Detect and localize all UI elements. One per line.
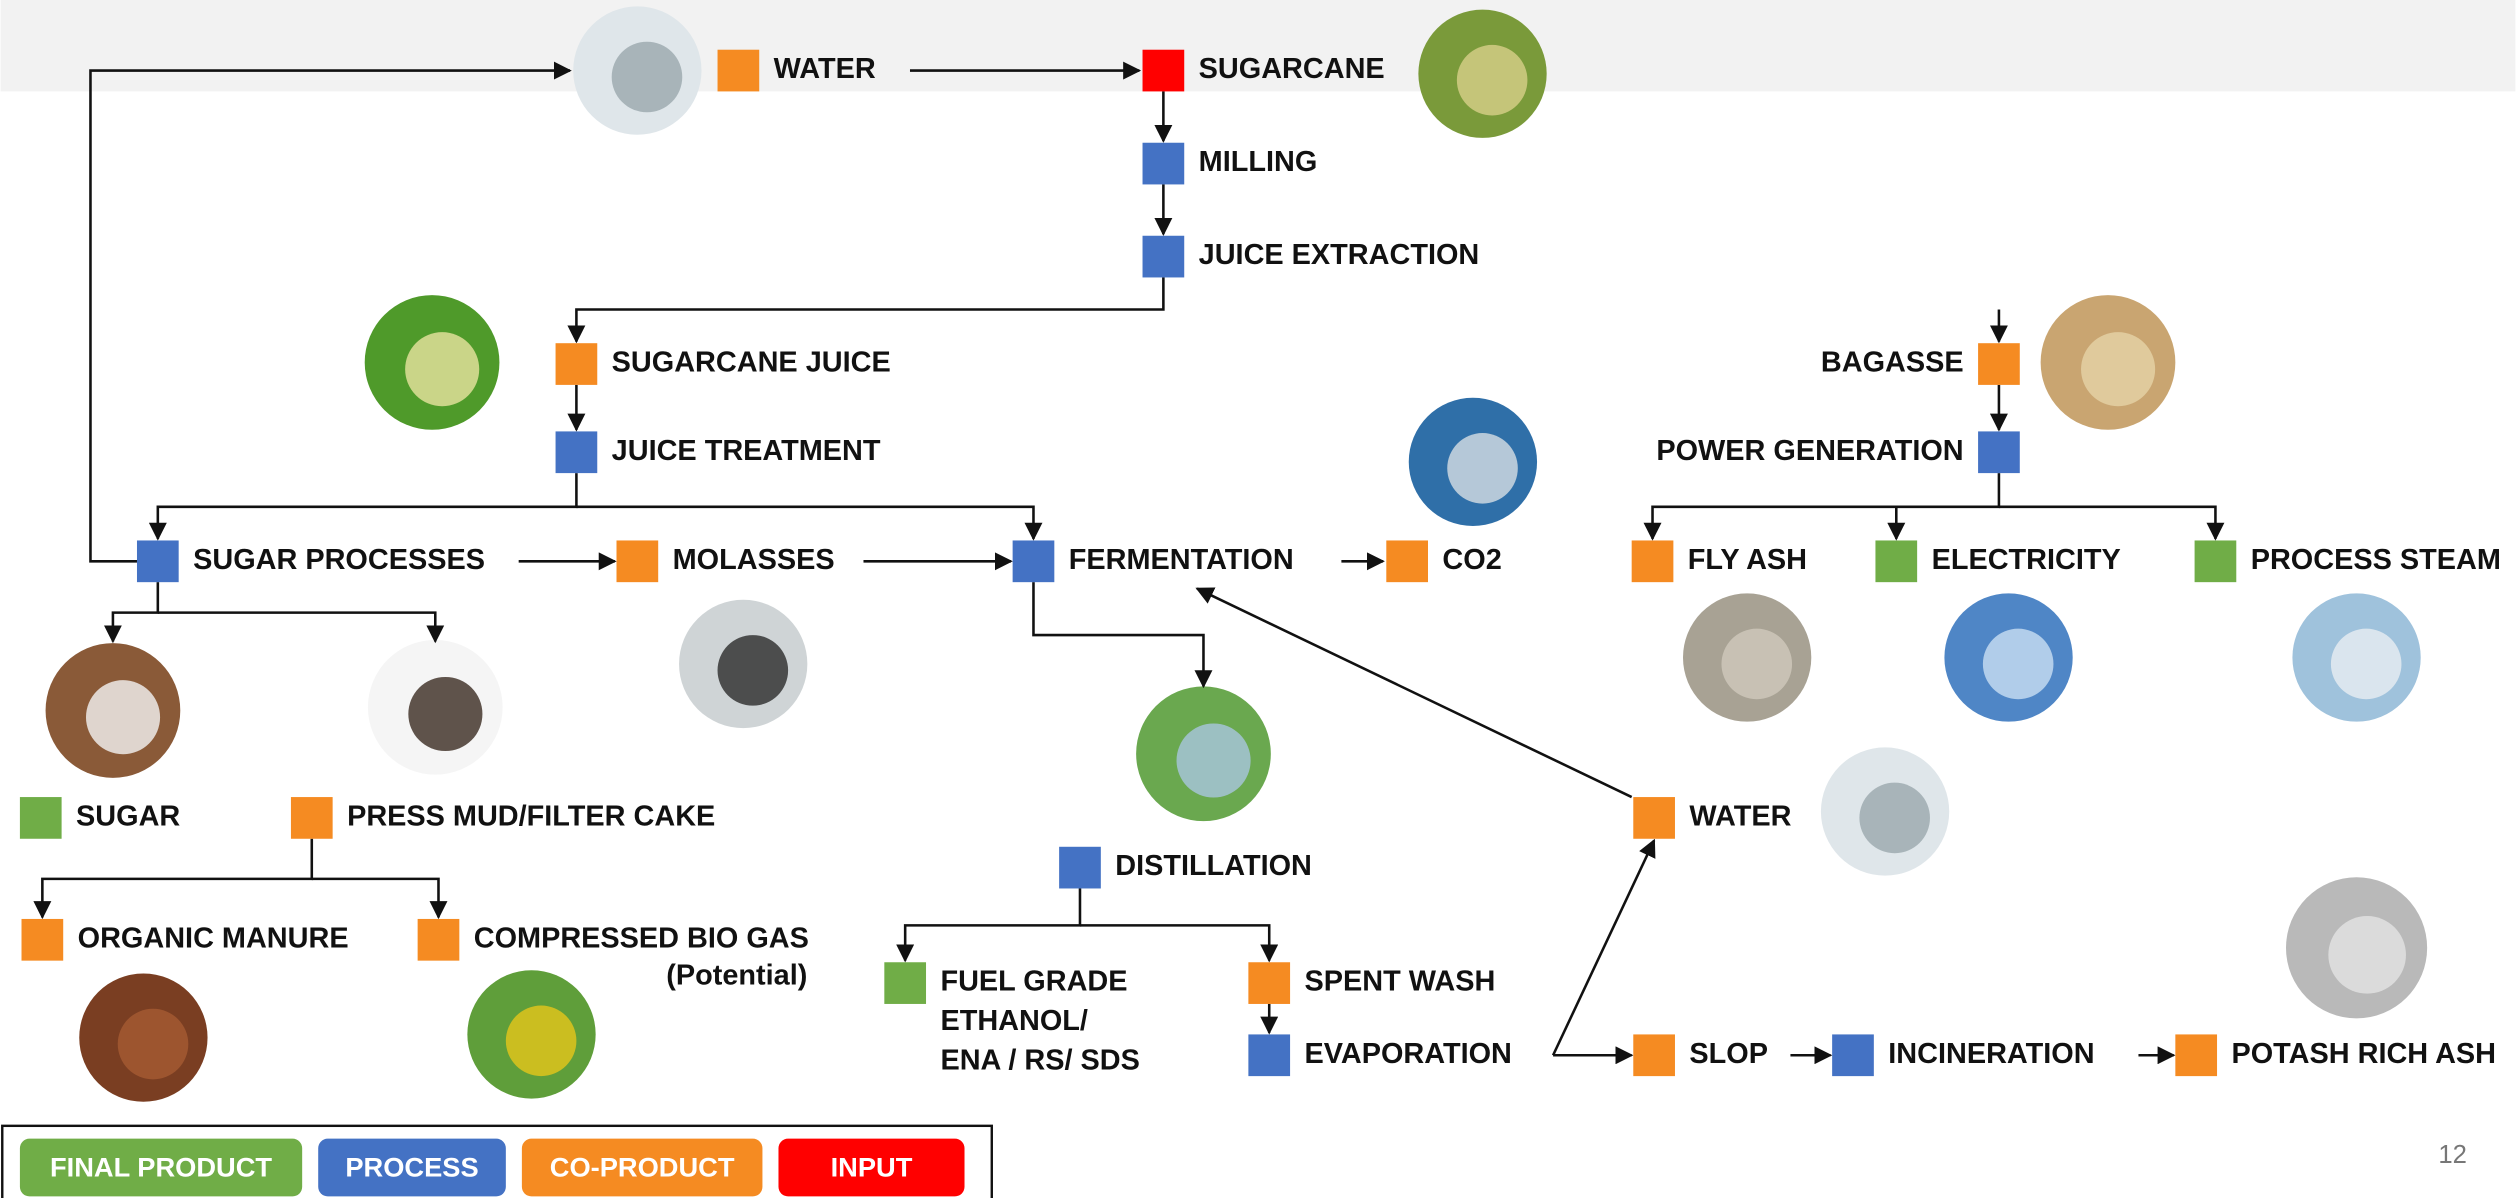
node-square xyxy=(718,50,760,92)
photo-detail xyxy=(118,1009,189,1080)
node-square xyxy=(1013,540,1055,582)
arrow xyxy=(1553,840,1654,1055)
photo-detail xyxy=(405,332,479,406)
arrow xyxy=(1080,925,1269,960)
photo-detail xyxy=(506,1006,577,1077)
node-label: EVAPORATION xyxy=(1305,1038,1512,1070)
photo-detail xyxy=(408,677,482,751)
node-label: FERMENTATION xyxy=(1069,544,1294,576)
node-label: PRESS MUD/FILTER CAKE xyxy=(347,801,715,833)
diagram: WATER SUGARCANE MILLING JUICE EXTRACTION SUG… xyxy=(0,0,2516,1198)
node-label: PROCESS STEAM xyxy=(2251,544,2501,576)
page: {"nodes": [ {"label": "WATER"}, {"label"… xyxy=(0,0,2516,1198)
node-label: POWER GENERATION xyxy=(1656,435,1963,467)
node-square xyxy=(2195,540,2237,582)
arrow xyxy=(1653,473,1999,539)
photo-detail xyxy=(1983,629,2054,700)
node-square xyxy=(617,540,659,582)
node-label: COMPRESSED BIO GAS xyxy=(474,922,809,954)
node-square xyxy=(1875,540,1917,582)
photo-detail xyxy=(2328,916,2406,994)
node-square xyxy=(556,431,598,473)
node-square xyxy=(418,919,460,961)
legend-label: PROCESS xyxy=(345,1151,478,1182)
photo-detail xyxy=(1721,629,1792,700)
node-square xyxy=(1633,797,1675,839)
node-label: INCINERATION xyxy=(1888,1038,2094,1070)
page-number: 12 xyxy=(2438,1141,2467,1169)
node-label: POTASH RICH ASH xyxy=(2231,1038,2496,1070)
legend-label: CO-PRODUCT xyxy=(550,1151,735,1182)
node-label: ENA / RS/ SDS xyxy=(940,1044,1139,1076)
arrow xyxy=(1033,582,1203,686)
arrow xyxy=(1999,507,2216,539)
node-square xyxy=(1633,1034,1675,1076)
photo-detail xyxy=(612,42,683,113)
arrow xyxy=(90,71,570,562)
node-label: BAGASSE xyxy=(1821,347,1964,379)
node-label: WATER xyxy=(1689,801,1791,833)
node-label: JUICE TREATMENT xyxy=(612,435,881,467)
node-label: JUICE EXTRACTION xyxy=(1199,239,1480,271)
node-square xyxy=(1386,540,1428,582)
node-label: SUGARCANE JUICE xyxy=(612,347,891,379)
photo-detail xyxy=(1447,433,1518,504)
node-square xyxy=(1143,50,1185,92)
node-square xyxy=(20,797,62,839)
node-square xyxy=(884,962,926,1004)
photo-detail xyxy=(86,680,160,754)
node-square xyxy=(137,540,179,582)
node-square xyxy=(22,919,64,961)
arrow xyxy=(113,582,158,641)
node-square xyxy=(556,343,598,385)
node-square xyxy=(1978,431,2020,473)
node-square xyxy=(1832,1034,1874,1076)
arrow xyxy=(312,879,439,917)
photo-detail xyxy=(1859,783,1930,854)
node-label: SPENT WASH xyxy=(1305,966,1496,998)
arrow xyxy=(576,507,1033,539)
node-label: DISTILLATION xyxy=(1115,850,1312,882)
node-label: SUGAR PROCESSES xyxy=(193,544,485,576)
arrow xyxy=(905,888,1080,960)
node-label: MILLING xyxy=(1199,146,1318,178)
node-label: ORGANIC MANURE xyxy=(78,922,349,954)
node-note: (Potential) xyxy=(666,959,807,991)
photo-detail xyxy=(2331,629,2402,700)
node-square xyxy=(1059,847,1101,889)
node-square xyxy=(1248,1034,1290,1076)
node-label: FUEL GRADE xyxy=(940,966,1127,998)
node-square xyxy=(2175,1034,2217,1076)
node-square xyxy=(291,797,333,839)
arrow xyxy=(158,613,435,642)
node-label: FLY ASH xyxy=(1688,544,1807,576)
node-square xyxy=(1248,962,1290,1004)
nodes: WATER SUGARCANE MILLING JUICE EXTRACTION SUG… xyxy=(20,50,2501,1077)
photo-detail xyxy=(1177,723,1251,797)
node-label: MOLASSES xyxy=(673,544,835,576)
node-label: ETHANOL/ xyxy=(940,1005,1088,1037)
node-label: ELECTRICITY xyxy=(1932,544,2121,576)
node-square xyxy=(1632,540,1674,582)
legend-label: INPUT xyxy=(831,1151,913,1182)
node-label: SLOP xyxy=(1689,1038,1768,1070)
arrow xyxy=(576,277,1163,341)
legend-label: FINAL PRODUCT xyxy=(50,1151,272,1182)
photo-detail xyxy=(1457,45,1528,116)
node-label: CO2 xyxy=(1442,544,1501,576)
photo-detail xyxy=(718,635,789,706)
node-square xyxy=(1143,143,1185,185)
node-label: WATER xyxy=(774,53,876,85)
node-label: SUGAR xyxy=(76,801,180,833)
node-square xyxy=(1143,236,1185,278)
photo-detail xyxy=(2081,332,2155,406)
arrow xyxy=(42,839,311,918)
node-square xyxy=(1978,343,2020,385)
node-label: SUGARCANE xyxy=(1199,53,1385,85)
legend: FINAL PRODUCT PROCESS CO-PRODUCT INPUT xyxy=(20,1139,965,1197)
arrow xyxy=(158,473,577,539)
